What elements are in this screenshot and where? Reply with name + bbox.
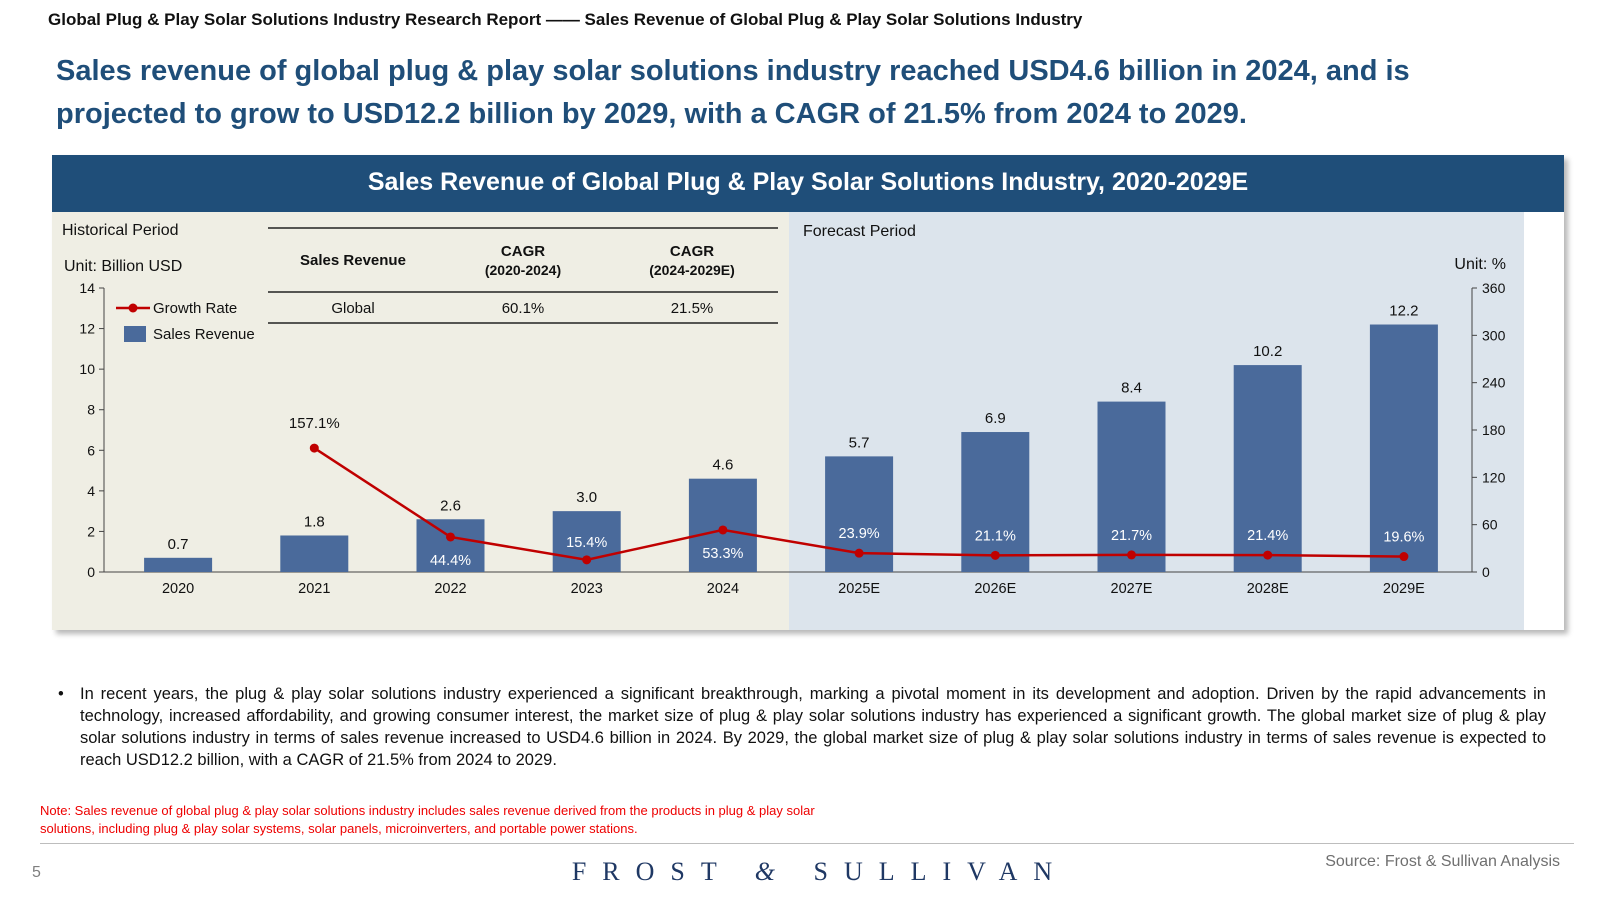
left-tick-label: 4 <box>87 483 95 499</box>
bar-sales-revenue <box>688 478 757 572</box>
headline: Sales revenue of global plug & play sola… <box>56 55 1410 130</box>
legend-revenue-label: Sales Revenue <box>153 326 255 343</box>
cagr-table-header: CAGR <box>501 243 545 260</box>
cagr-table-header-sub: (2020-2024) <box>485 262 561 278</box>
frost-sullivan-logo: FROST & SULLIVAN <box>500 857 1140 887</box>
x-tick-label: 2026E <box>974 581 1016 597</box>
legend-revenue-swatch <box>124 326 146 342</box>
chart-title: Sales Revenue of Global Plug & Play Sola… <box>52 155 1564 212</box>
growth-rate-point <box>446 532 455 542</box>
bar-value-label: 3.0 <box>576 489 597 506</box>
bar-sales-revenue <box>1369 324 1438 572</box>
x-tick-label: 2020 <box>162 581 194 597</box>
bar-value-label: 8.4 <box>1121 380 1142 397</box>
footer-divider <box>40 843 1574 844</box>
right-tick-label: 60 <box>1482 517 1498 533</box>
growth-rate-point <box>854 548 864 558</box>
bar-value-label: 0.7 <box>168 536 189 553</box>
left-tick-label: 8 <box>87 402 95 418</box>
growth-rate-label: 53.3% <box>702 546 743 562</box>
right-tick-label: 240 <box>1482 375 1506 391</box>
bar-sales-revenue <box>1233 365 1302 572</box>
x-tick-label: 2027E <box>1111 581 1153 597</box>
x-tick-label: 2023 <box>571 581 603 597</box>
growth-rate-point <box>1399 552 1409 562</box>
growth-rate-point <box>1263 550 1273 560</box>
left-tick-label: 10 <box>79 361 95 377</box>
growth-rate-point <box>309 443 319 453</box>
bullet-text: In recent years, the plug & play solar s… <box>80 685 1546 769</box>
right-axis-unit: Unit: % <box>1454 256 1506 273</box>
right-tick-label: 300 <box>1482 327 1506 343</box>
left-tick-label: 6 <box>87 442 95 458</box>
legend-growth-marker <box>128 303 138 313</box>
bar-value-label: 5.7 <box>849 434 870 451</box>
growth-rate-label: 157.1% <box>289 415 340 432</box>
bar-value-label: 10.2 <box>1253 343 1282 360</box>
growth-rate-point <box>718 525 728 535</box>
report-title: Global Plug & Play Solar Solutions Indus… <box>48 10 1083 29</box>
left-tick-label: 2 <box>87 523 95 539</box>
growth-rate-label: 21.7% <box>1111 528 1152 544</box>
left-tick-label: 14 <box>79 280 95 296</box>
source-text: Source: Frost & Sullivan Analysis <box>1325 853 1560 870</box>
bar-value-label: 2.6 <box>440 497 461 514</box>
right-tick-label: 0 <box>1482 564 1490 580</box>
legend-growth-label: Growth Rate <box>153 300 237 317</box>
bar-value-label: 12.2 <box>1389 303 1418 320</box>
bullet-item: • In recent years, the plug & play solar… <box>58 683 1546 771</box>
bar-value-label: 4.6 <box>712 457 733 474</box>
x-tick-label: 2021 <box>298 581 330 597</box>
cagr-table-header-sub: (2024-2029E) <box>649 262 735 278</box>
forecast-period-label: Forecast Period <box>803 223 916 240</box>
left-tick-label: 12 <box>79 321 95 337</box>
growth-rate-point <box>990 550 1000 560</box>
bar-sales-revenue <box>144 557 213 572</box>
right-tick-label: 120 <box>1482 469 1506 485</box>
cagr-table-header: CAGR <box>670 243 714 260</box>
right-tick-label: 180 <box>1482 422 1506 438</box>
x-tick-label: 2028E <box>1247 581 1289 597</box>
bar-value-label: 6.9 <box>985 410 1006 427</box>
left-axis-unit: Unit: Billion USD <box>64 258 182 275</box>
cagr-table-cell: 60.1% <box>502 300 545 317</box>
bar-sales-revenue <box>961 432 1030 572</box>
bar-sales-revenue <box>416 519 485 572</box>
growth-rate-label: 15.4% <box>566 535 607 551</box>
growth-rate-label: 21.1% <box>975 528 1016 544</box>
historical-period-label: Historical Period <box>62 222 178 239</box>
growth-rate-label: 21.4% <box>1247 528 1288 544</box>
growth-rate-label: 44.4% <box>430 553 471 569</box>
growth-rate-label: 23.9% <box>839 526 880 542</box>
logo-ampersand: & <box>754 857 792 886</box>
bar-sales-revenue <box>1097 401 1166 572</box>
page-number: 5 <box>32 864 41 881</box>
left-tick-label: 0 <box>87 564 95 580</box>
revenue-chart: Historical Period Forecast Period Unit: Bi… <box>52 212 1524 630</box>
x-tick-label: 2029E <box>1383 581 1425 597</box>
x-tick-label: 2024 <box>707 581 739 597</box>
x-tick-label: 2022 <box>434 581 466 597</box>
logo-frost: FROST <box>571 857 733 886</box>
cagr-table-cell: 21.5% <box>671 300 714 317</box>
x-tick-label: 2025E <box>838 581 880 597</box>
growth-rate-point <box>582 555 592 565</box>
chart-panel: Sales Revenue of Global Plug & Play Sola… <box>52 155 1564 630</box>
bullet-list: • In recent years, the plug & play solar… <box>58 683 1546 771</box>
cagr-table-cell: Global <box>331 300 374 317</box>
note: Note: Sales revenue of global plug & pla… <box>40 803 815 836</box>
growth-rate-label: 19.6% <box>1383 530 1424 546</box>
cagr-table-header: Sales Revenue <box>300 252 406 269</box>
right-tick-label: 360 <box>1482 280 1506 296</box>
bullet-dot: • <box>58 685 64 703</box>
growth-rate-point <box>1127 550 1136 560</box>
logo-sullivan: SULLIVAN <box>813 857 1069 886</box>
bar-sales-revenue <box>280 535 349 572</box>
bar-value-label: 1.8 <box>304 513 325 530</box>
